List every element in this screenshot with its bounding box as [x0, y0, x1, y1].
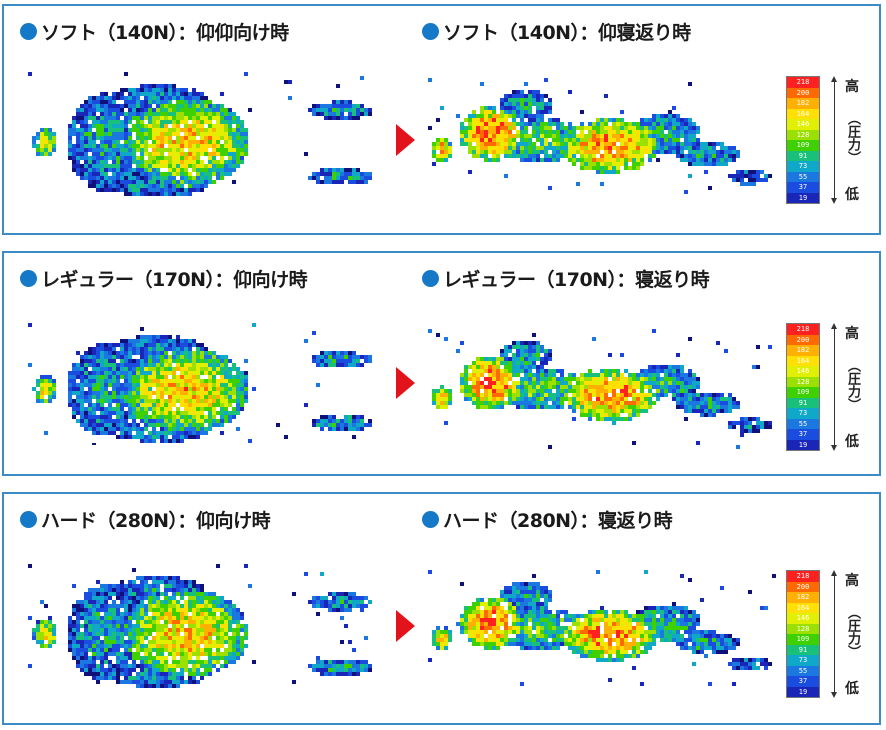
panel-regular: レギュラー（170N）：仰向け時 レギュラー（170N）：寝返り時 218 200…: [2, 251, 881, 476]
right-title-text: ハード（280N）：寝返り時: [443, 510, 673, 532]
legend-value: >=0: [787, 697, 819, 698]
right-arrow-icon: [396, 610, 415, 642]
panel-title-left: ソフト（140N）：仰仰向け時: [20, 18, 289, 45]
pressure-map-turning: [428, 78, 772, 194]
legend-value: 182: [787, 345, 819, 356]
high-label: 高: [845, 79, 859, 95]
panel-title-left: レギュラー（170N）：仰向け時: [20, 265, 308, 292]
legend-value: 109: [787, 634, 819, 645]
left-title-text: ハード（280N）：仰向け時: [41, 510, 271, 532]
legend-value: 91: [787, 150, 819, 161]
legend-value: 73: [787, 408, 819, 419]
legend-value: >=0: [787, 450, 819, 451]
right-title-text: レギュラー（170N）：寝返り時: [443, 269, 710, 291]
high-label: 高: [845, 326, 859, 342]
pressure-label: （圧力）: [845, 606, 860, 658]
low-label: 低: [845, 434, 859, 450]
pressure-map-turning: [428, 329, 772, 449]
up-down-arrow-icon: 高 （圧力） 低: [831, 323, 860, 451]
legend-value: 91: [787, 644, 819, 655]
legend-value: 37: [787, 676, 819, 687]
legend-value: 55: [787, 418, 819, 429]
right-arrow-icon: [396, 124, 415, 156]
bullet-dot-icon: [422, 511, 439, 528]
legend-value: 200: [787, 87, 819, 98]
legend-value: 37: [787, 182, 819, 193]
low-label: 低: [845, 681, 859, 697]
high-label: 高: [845, 573, 859, 589]
legend-value: 182: [787, 98, 819, 109]
right-title-text: ソフト（140N）：仰寝返り時: [443, 22, 691, 44]
pressure-map-turning: [428, 570, 776, 686]
legend-value: >=0: [787, 203, 819, 204]
left-title-text: ソフト（140N）：仰仰向け時: [41, 22, 289, 44]
bullet-dot-icon: [20, 270, 37, 287]
legend-value: 200: [787, 334, 819, 345]
legend-value: 55: [787, 171, 819, 182]
legend-value: 146: [787, 366, 819, 377]
panel-title-right: レギュラー（170N）：寝返り時: [422, 265, 710, 292]
legend-value: 164: [787, 108, 819, 119]
legend-value: 19: [787, 439, 819, 450]
panel-title-right: ソフト（140N）：仰寝返り時: [422, 18, 691, 45]
panel-hard: ハード（280N）：仰向け時 ハード（280N）：寝返り時 218 200 182 1…: [2, 492, 881, 725]
legend-value: 91: [787, 397, 819, 408]
legend-value: 146: [787, 119, 819, 130]
pressure-map-supine: [28, 72, 372, 196]
bullet-dot-icon: [20, 511, 37, 528]
up-down-arrow-icon: 高 （圧力） 低: [831, 76, 860, 204]
panel-title-left: ハード（280N）：仰向け時: [20, 506, 271, 533]
legend-value: 19: [787, 686, 819, 697]
legend-value: 73: [787, 655, 819, 666]
legend-value: 146: [787, 613, 819, 624]
bullet-dot-icon: [422, 23, 439, 40]
legend-value: 37: [787, 429, 819, 440]
low-label: 低: [845, 187, 859, 203]
pressure-map-supine: [28, 323, 372, 445]
pressure-label: （圧力）: [845, 112, 860, 164]
pressure-map-supine: [28, 564, 372, 688]
legend-value: 218: [787, 571, 819, 582]
panel-title-right: ハード（280N）：寝返り時: [422, 506, 673, 533]
legend-value: 182: [787, 592, 819, 603]
legend-value: 218: [787, 77, 819, 88]
legend-value: 109: [787, 140, 819, 151]
left-title-text: レギュラー（170N）：仰向け時: [41, 269, 308, 291]
legend-value: 19: [787, 192, 819, 203]
legend-value: 128: [787, 376, 819, 387]
right-arrow-icon: [396, 367, 415, 399]
legend-value: 164: [787, 355, 819, 366]
legend-value: 109: [787, 387, 819, 398]
legend-value: 200: [787, 581, 819, 592]
legend-value: 128: [787, 623, 819, 634]
legend-value: 128: [787, 129, 819, 140]
legend-value: 73: [787, 161, 819, 172]
up-down-arrow-icon: 高 （圧力） 低: [831, 570, 860, 698]
legend-value: 164: [787, 602, 819, 613]
pressure-label: （圧力）: [845, 359, 860, 411]
bullet-dot-icon: [422, 270, 439, 287]
bullet-dot-icon: [20, 23, 37, 40]
legend-value: 55: [787, 665, 819, 676]
panel-soft: ソフト（140N）：仰仰向け時 ソフト（140N）：仰寝返り時 218 200 18…: [2, 4, 881, 235]
legend-value: 218: [787, 324, 819, 335]
